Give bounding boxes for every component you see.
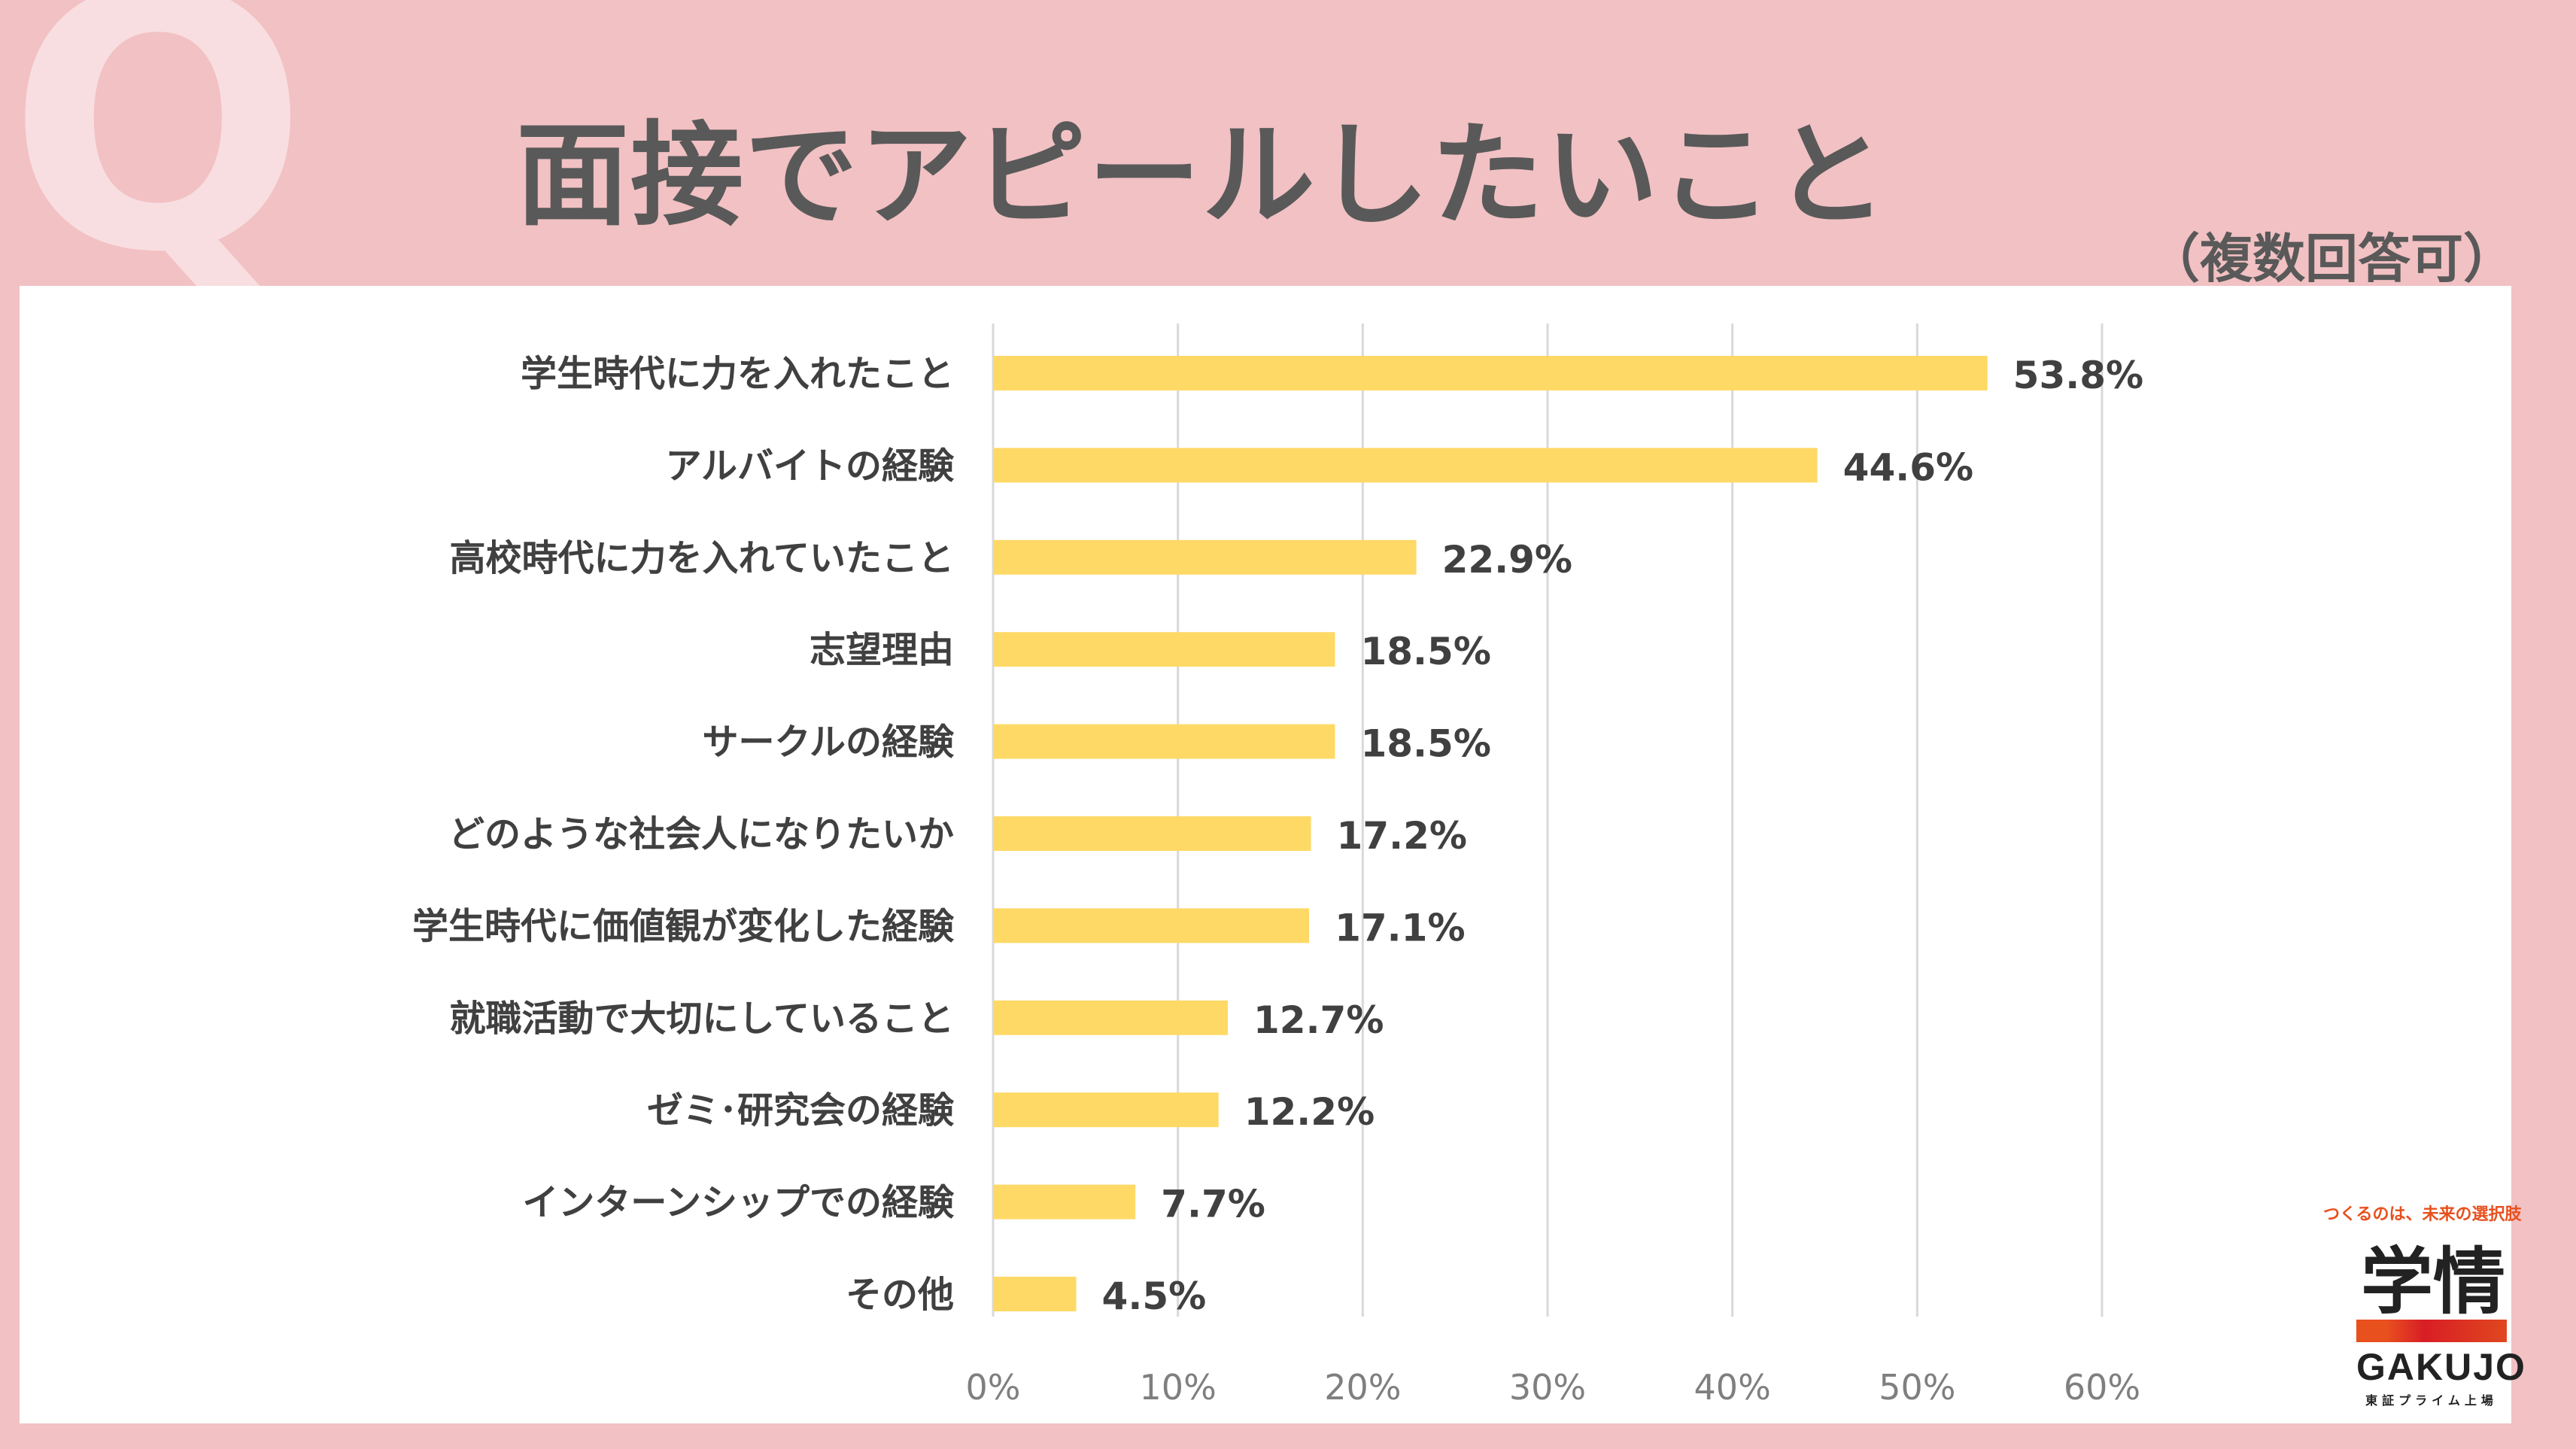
data-label: 4.5% [1102, 1274, 1207, 1318]
logo-mark: 学情 [2361, 1240, 2505, 1324]
category-label: サークルの経験 [702, 721, 955, 764]
bar [993, 1092, 1219, 1128]
bar [993, 356, 1988, 390]
bar [993, 724, 1335, 759]
category-label: 志望理由 [810, 629, 954, 671]
bar [993, 448, 1818, 483]
page-subtitle: （複数回答可） [2147, 228, 2516, 290]
bar [993, 1277, 1077, 1311]
logo-tagline: つくるのは、未来の選択肢 [2323, 1205, 2522, 1224]
data-label: 17.1% [1335, 906, 1465, 949]
category-label: インターンシップでの経験 [522, 1182, 955, 1224]
category-label: 就職活動で大切にしていること [449, 998, 954, 1040]
logo-listed: 東証プライム上場 [2365, 1393, 2498, 1408]
bar-chart: 0% 10% 20% 30% 40% 50% 60% 学生時代に力を入れたこと 53.8% アルバ… [412, 324, 2143, 1408]
category-label: その他 [846, 1274, 954, 1316]
bar [993, 908, 1310, 943]
category-label: 高校時代に力を入れていたこと [449, 537, 954, 579]
x-tick-label: 50% [1879, 1367, 1955, 1408]
x-tick-label: 30% [1509, 1367, 1586, 1408]
bar [993, 1184, 1136, 1220]
data-label: 12.2% [1244, 1090, 1375, 1134]
logo-brand: GAKUJO [2356, 1346, 2526, 1388]
logo-color-bar [2356, 1320, 2507, 1342]
category-label: ゼミ･研究会の経験 [647, 1089, 955, 1132]
category-label: どのような社会人になりたいか [448, 813, 954, 855]
category-label: アルバイトの経験 [665, 445, 955, 487]
data-label: 22.9% [1442, 538, 1572, 582]
data-label: 18.5% [1360, 630, 1490, 673]
q-mark: Q [8, 0, 308, 330]
bar [993, 539, 1417, 575]
x-tick-label: 20% [1324, 1367, 1401, 1408]
bar [993, 816, 1311, 851]
data-label: 12.7% [1253, 998, 1384, 1042]
chart-panel: 0% 10% 20% 30% 40% 50% 60% 学生時代に力を入れたこと 53.8% アルバ… [20, 286, 2511, 1423]
data-label: 53.8% [2013, 354, 2143, 397]
x-tick-label: 40% [1694, 1367, 1771, 1408]
bar [993, 632, 1335, 667]
x-tick-label: 60% [2064, 1367, 2140, 1408]
page-title: 面接でアピールしたいこと [516, 111, 1889, 242]
data-label: 7.7% [1161, 1183, 1265, 1226]
category-label: 学生時代に価値観が変化した経験 [412, 905, 955, 947]
category-label: 学生時代に力を入れたこと [521, 353, 954, 395]
data-label: 44.6% [1843, 445, 1973, 489]
data-label: 17.2% [1337, 814, 1467, 858]
x-tick-label: 0% [966, 1367, 1021, 1408]
data-label: 18.5% [1360, 722, 1490, 766]
x-tick-label: 10% [1140, 1367, 1217, 1408]
bar [993, 1000, 1228, 1035]
